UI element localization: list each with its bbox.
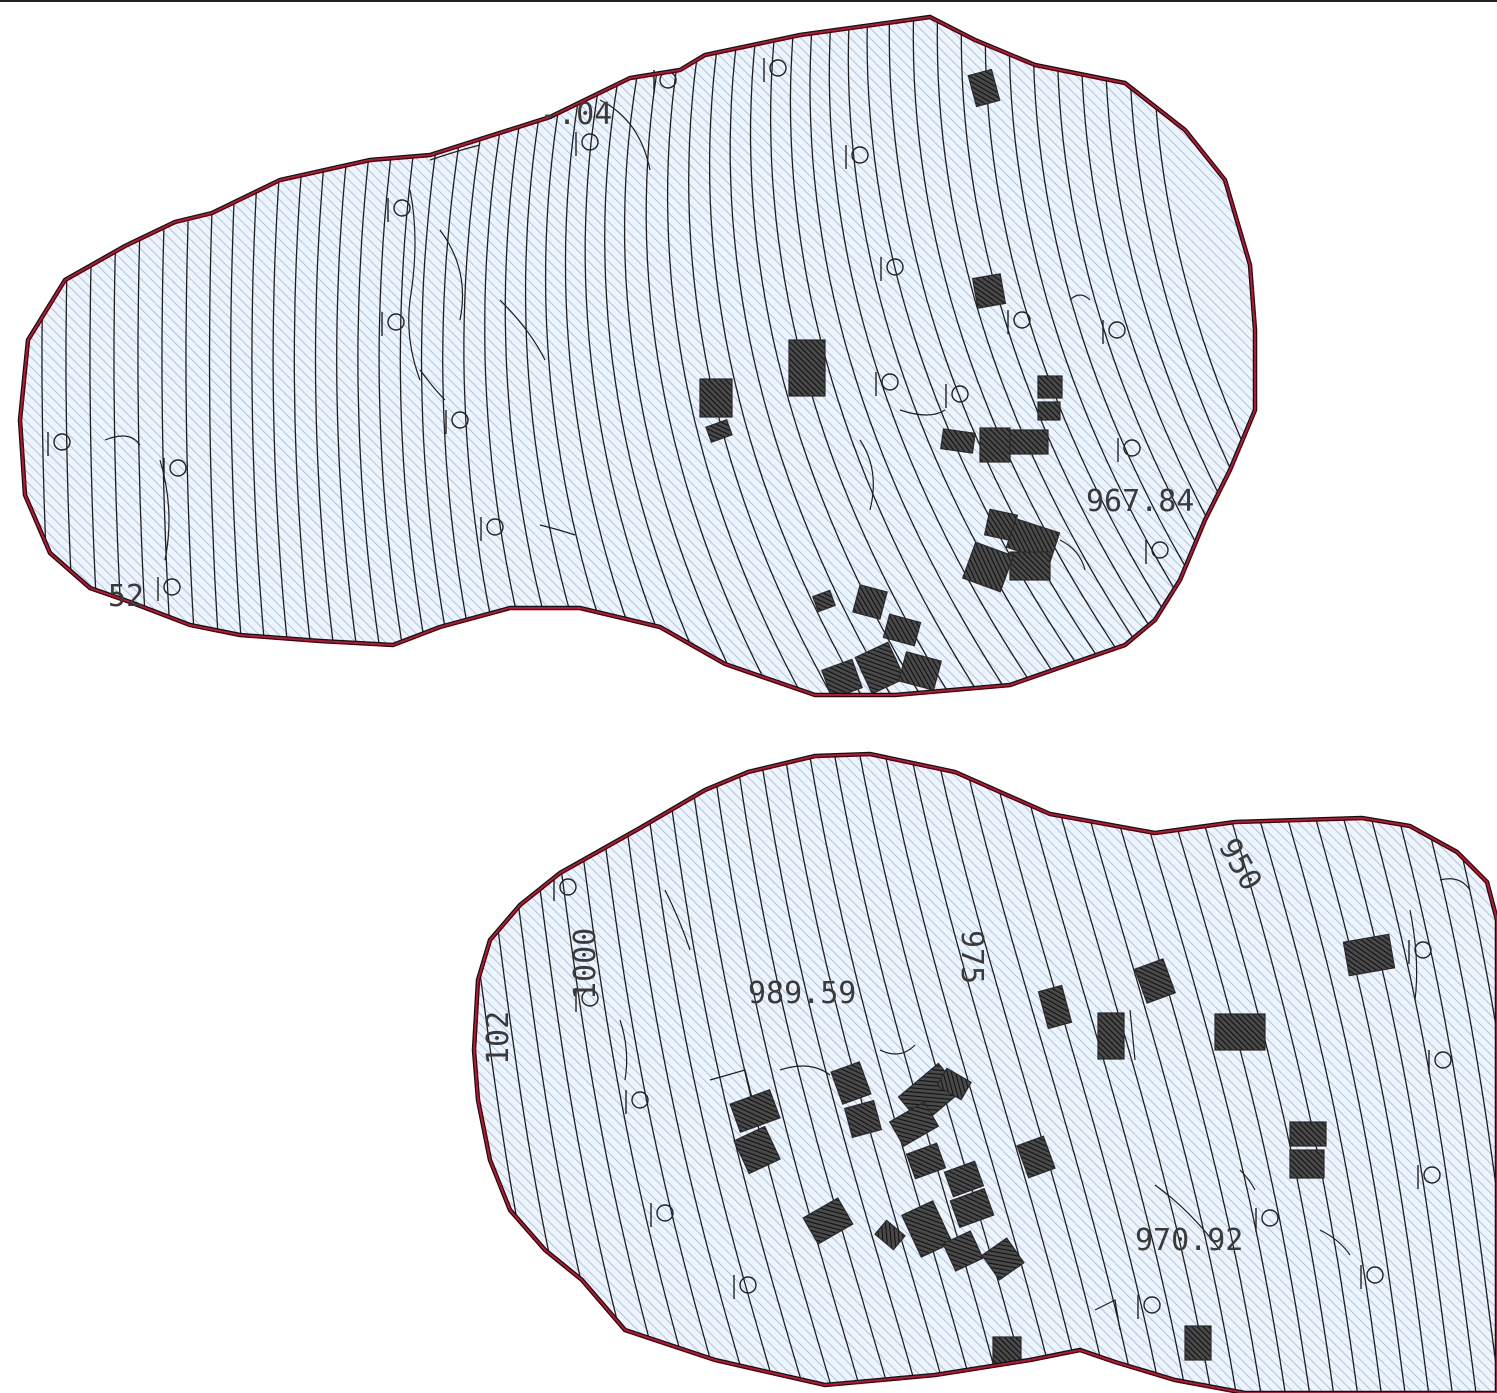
elevation-label: 970.92 [1135, 1223, 1243, 1258]
building-footprint-icon [1215, 1014, 1265, 1050]
elevation-label: 989.59 [748, 976, 856, 1011]
building-footprint-icon [1185, 1326, 1211, 1360]
building-footprint-icon [993, 1337, 1021, 1377]
building-footprint-icon [1290, 1122, 1326, 1146]
elevation-label: 967.84 [1086, 484, 1194, 519]
building-footprint-icon [1010, 430, 1048, 454]
south-area: 989.59 975 950 1000 102 970.92 [397, 740, 1497, 1393]
contour-line [0, 0, 8, 720]
building-footprint-icon [973, 274, 1006, 308]
elevation-label: -.04 [540, 97, 612, 132]
building-footprint-icon [700, 379, 732, 417]
building-footprint-icon [1343, 934, 1394, 975]
building-footprint-icon [1290, 1150, 1324, 1178]
elevation-label: 102 [481, 1011, 516, 1065]
elevation-label: 1000 [568, 928, 603, 1000]
building-footprint-icon [1010, 552, 1050, 580]
building-footprint-icon [941, 429, 975, 453]
north-area: -.04 967.84 52 [0, 0, 1406, 720]
building-footprint-icon [1038, 376, 1062, 398]
elevation-label: 975 [954, 930, 989, 984]
building-footprint-icon [1098, 1013, 1124, 1059]
north-area-fill [20, 17, 1255, 695]
building-footprint-icon [980, 428, 1010, 462]
building-footprint-icon [1038, 402, 1060, 420]
elevation-label: 52 [108, 579, 144, 614]
building-footprint-icon [789, 340, 825, 396]
